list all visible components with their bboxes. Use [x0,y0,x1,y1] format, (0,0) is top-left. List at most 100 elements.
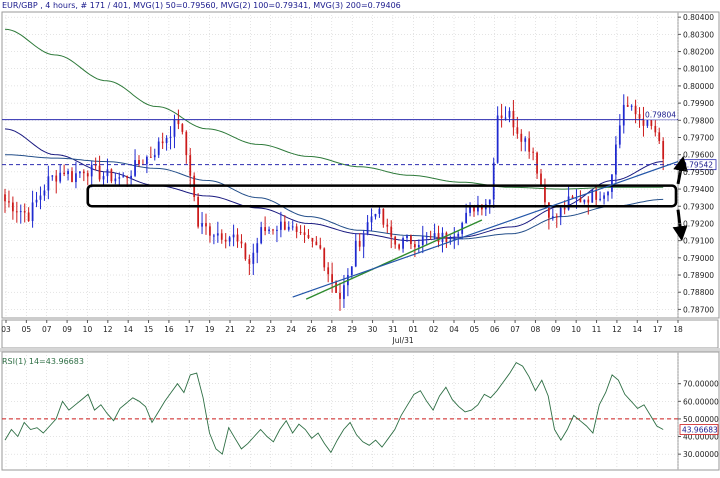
candle-body [248,259,251,264]
price-tick-label: 0.80200 [683,48,714,57]
candle [658,127,661,145]
candle [315,236,318,246]
candle-body [544,184,546,203]
candle-body [618,125,621,145]
pane-separator[interactable] [0,348,720,352]
candle [516,116,519,139]
level-price-text: 0.79804 [645,111,676,120]
candle [536,151,538,179]
candle-body [607,191,609,196]
candle [165,135,168,151]
candle-body [343,285,345,299]
time-tick-label: 05 [22,325,32,334]
candle [130,170,133,185]
time-tick-label: 26 [307,325,317,334]
candle-body [386,224,389,227]
price-tick-label: 0.79300 [683,202,714,211]
candle-body [240,241,243,244]
candle [445,231,448,249]
support-zone-box[interactable] [86,184,678,208]
candle [394,235,397,249]
candle-body [335,282,337,293]
candle-body [75,173,77,183]
candle [532,147,535,161]
time-tick-label: 06 [490,325,500,334]
time-tick-label: 04 [449,325,459,334]
price-tick-label: 0.79100 [683,237,714,246]
price-tick-label: 0.79800 [683,116,714,125]
candle-body [567,196,570,210]
candle-body [173,119,176,137]
candle-body [496,115,499,163]
candle [583,199,586,205]
candle-body [220,233,223,240]
candle [59,164,62,184]
rsi-tick-label: 30.00000 [683,450,719,459]
time-tick-label: 23 [266,325,276,334]
candle-body [149,156,152,158]
candle [614,136,617,183]
blue-trendline[interactable] [292,160,679,298]
candle-body [197,197,200,227]
time-tick-label: 19 [205,325,215,334]
time-sub-label: Jul/31 [392,336,414,345]
time-tick-label: 12 [103,325,113,334]
candle [366,215,369,236]
candle-body [161,141,164,144]
time-tick-label: 10 [83,325,93,334]
candle-body [417,245,420,248]
candle-body [114,178,117,182]
candle-body [205,223,207,227]
candle-body [457,233,460,237]
candle-body [23,211,26,213]
candle-body [339,292,341,299]
candle [421,225,424,254]
candle-body [209,226,211,236]
candle [279,211,282,238]
green-trendline[interactable] [305,219,483,300]
candle-body [500,115,503,118]
candle-body [8,201,10,203]
candle-body [15,211,18,213]
candle-body [283,221,286,230]
candle [161,132,164,150]
candle [256,237,259,264]
candle-body [658,132,661,142]
candle-body [82,171,85,174]
candle [473,206,475,217]
up-arrow [673,155,688,185]
candle-body [551,216,554,218]
candle-body [488,199,491,205]
candle-body [437,233,440,243]
candle-body [216,233,219,236]
rsi-current-text: 43.96683 [682,426,718,435]
candle [603,192,605,205]
candle-body [311,237,314,242]
candle [71,167,73,183]
candle-body [319,245,322,249]
candle-body [370,216,373,223]
candle-body [291,226,294,228]
candle [185,130,188,164]
time-tick-label: 14 [123,325,133,334]
candle-body [469,206,471,213]
candle [189,148,192,188]
time-tick-label: 09 [62,325,72,334]
candle [429,230,432,240]
candle-body [165,137,168,144]
candle-body [63,172,66,175]
candle [622,94,625,134]
time-tick-label: 07 [42,325,52,334]
candle-body [547,202,550,218]
candle [122,172,125,178]
candle-body [642,118,645,126]
time-tick-label: 29 [347,325,357,334]
chart-header-text: EUR/GBP , 4 hours, # 171 / 401, MVG(1) 5… [2,1,401,10]
candle-body [646,118,649,126]
candle-body [559,207,562,217]
candle-body [110,169,113,182]
candle-body [599,198,602,200]
candle [197,193,200,229]
candle [630,104,633,111]
candle-body [27,212,30,222]
